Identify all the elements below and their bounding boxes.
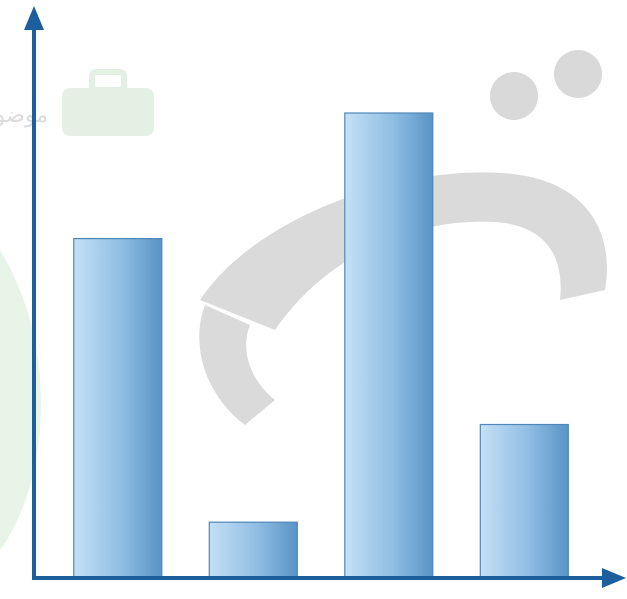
watermark-gray-glyph-tail — [199, 305, 275, 425]
axes — [24, 6, 626, 588]
watermark-dot-1 — [490, 72, 538, 120]
bar-3 — [344, 112, 434, 579]
x-axis-arrow-icon — [602, 568, 626, 588]
watermark-gray-glyph — [200, 172, 607, 330]
bar-2 — [208, 521, 298, 579]
bar-series — [73, 112, 569, 579]
bar-1 — [73, 238, 163, 579]
y-axis-arrow-icon — [24, 6, 44, 30]
watermark-dot-2 — [554, 50, 602, 98]
bar-4 — [479, 423, 569, 579]
watermark-text: موضوع — [0, 103, 48, 128]
watermark-green-shape — [0, 250, 41, 550]
briefcase-icon — [62, 69, 154, 136]
watermark-logo: موضوع — [0, 50, 607, 550]
